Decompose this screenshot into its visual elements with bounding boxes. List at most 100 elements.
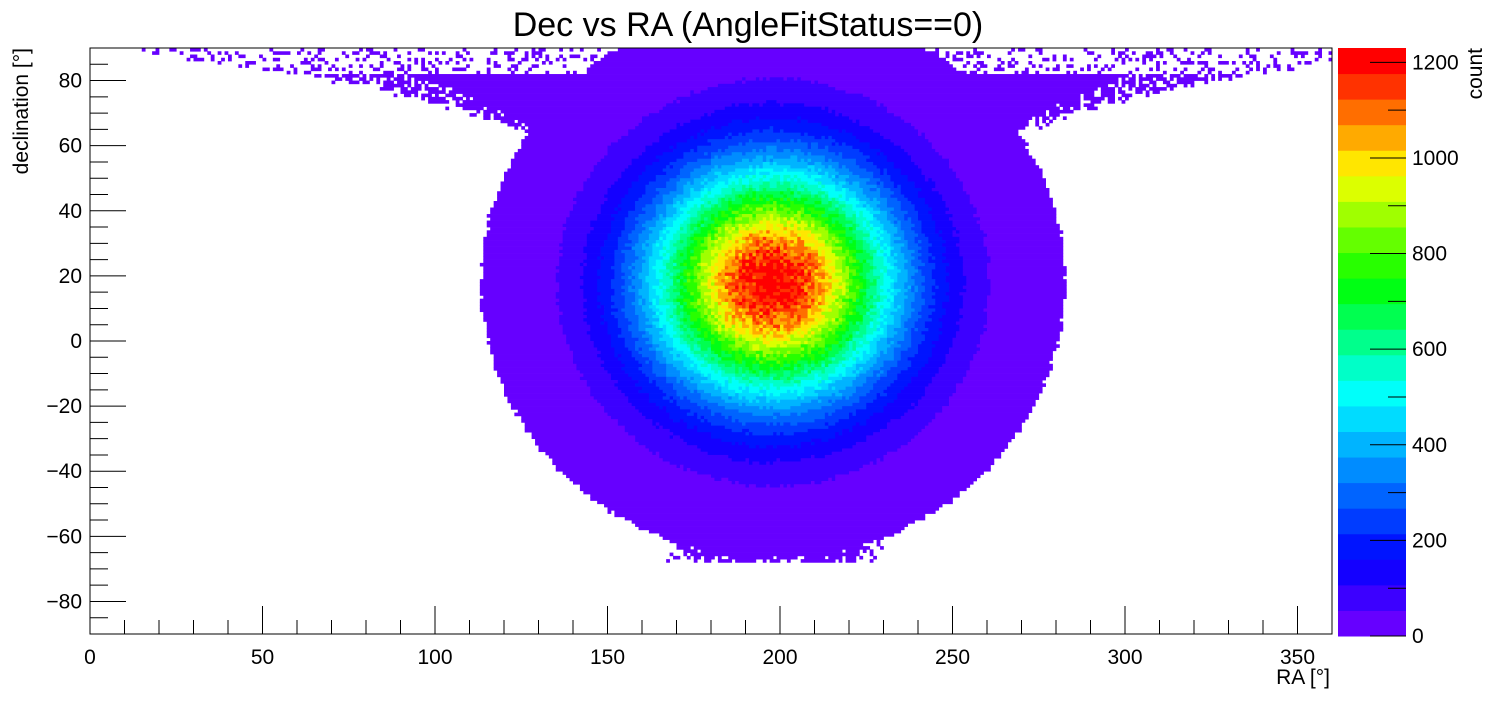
heatmap-cell bbox=[797, 217, 801, 221]
heatmap-cell bbox=[821, 136, 825, 140]
heatmap-cell bbox=[683, 188, 690, 192]
heatmap-cell bbox=[739, 208, 743, 212]
heatmap-cell bbox=[645, 168, 663, 172]
heatmap-cell bbox=[642, 364, 653, 368]
heatmap-cell bbox=[687, 302, 691, 306]
heatmap-cell bbox=[946, 354, 974, 358]
heatmap-cell bbox=[925, 393, 953, 397]
heatmap-cell bbox=[587, 237, 608, 241]
heatmap-cell bbox=[1142, 61, 1146, 65]
heatmap-cell bbox=[946, 211, 977, 215]
heatmap-cell bbox=[680, 435, 711, 439]
heatmap-cell bbox=[939, 230, 943, 234]
heatmap-cell bbox=[711, 227, 715, 231]
heatmap-cell bbox=[511, 165, 594, 169]
heatmap-cell bbox=[925, 276, 932, 280]
heatmap-cell bbox=[877, 461, 995, 465]
heatmap-cell bbox=[801, 234, 808, 238]
heatmap-cell bbox=[1046, 68, 1050, 72]
heatmap-cell bbox=[773, 234, 777, 238]
heatmap-cell bbox=[818, 168, 822, 172]
heatmap-cell bbox=[708, 377, 712, 381]
heatmap-cell bbox=[659, 243, 663, 247]
heatmap-cell bbox=[984, 240, 1064, 244]
heatmap-cell bbox=[932, 243, 943, 247]
heatmap-cell bbox=[708, 305, 715, 309]
heatmap-cell bbox=[708, 195, 715, 199]
heatmap-cell bbox=[559, 305, 584, 309]
heatmap-cell bbox=[977, 351, 1053, 355]
heatmap-cell bbox=[832, 282, 839, 286]
heatmap-cell bbox=[311, 64, 315, 68]
heatmap-cell bbox=[708, 87, 836, 91]
heatmap-cell bbox=[742, 77, 746, 81]
heatmap-cell bbox=[718, 217, 729, 221]
heatmap-cell bbox=[749, 390, 760, 394]
heatmap-cell bbox=[1197, 55, 1201, 59]
heatmap-cell bbox=[649, 234, 660, 238]
heatmap-cell bbox=[501, 380, 588, 384]
heatmap-cell bbox=[1035, 120, 1039, 124]
heatmap-cell bbox=[1025, 68, 1029, 72]
heatmap-cell bbox=[680, 208, 691, 212]
heatmap-cell bbox=[487, 234, 563, 238]
heatmap-cell bbox=[884, 282, 891, 286]
heatmap-cell bbox=[815, 341, 826, 345]
heatmap-cell bbox=[752, 159, 763, 163]
heatmap-cell bbox=[652, 243, 656, 247]
heatmap-cell bbox=[859, 351, 863, 355]
heatmap-cell bbox=[884, 321, 888, 325]
heatmap-cell bbox=[666, 263, 673, 267]
heatmap-cell bbox=[490, 208, 573, 212]
heatmap-cell bbox=[628, 318, 639, 322]
heatmap-cell bbox=[915, 224, 922, 228]
heatmap-cell bbox=[856, 387, 874, 391]
heatmap-cell bbox=[673, 221, 684, 225]
heatmap-cell bbox=[625, 312, 636, 316]
heatmap-cell bbox=[735, 175, 739, 179]
heatmap-cell bbox=[618, 354, 622, 358]
heatmap-cell bbox=[501, 377, 581, 381]
heatmap-cell bbox=[645, 276, 656, 280]
heatmap-cell bbox=[663, 458, 732, 462]
heatmap-cell bbox=[818, 351, 825, 355]
heatmap-cell bbox=[821, 250, 825, 254]
heatmap-cell bbox=[842, 247, 849, 251]
heatmap-cell bbox=[887, 256, 894, 260]
heatmap-cell bbox=[677, 348, 691, 352]
heatmap-cell bbox=[687, 413, 694, 417]
heatmap-cell bbox=[1204, 74, 1208, 78]
heatmap-cell bbox=[859, 224, 863, 228]
heatmap-cell bbox=[949, 208, 977, 212]
heatmap-cell bbox=[946, 279, 967, 283]
heatmap-cell bbox=[718, 234, 725, 238]
heatmap-cell bbox=[556, 295, 584, 299]
heatmap-cell bbox=[901, 237, 905, 241]
heatmap-cell bbox=[887, 159, 912, 163]
heatmap-cell bbox=[984, 71, 988, 75]
heatmap-cell bbox=[887, 260, 898, 264]
heatmap-cell bbox=[818, 282, 822, 286]
heatmap-cell bbox=[783, 253, 787, 257]
heatmap-cell bbox=[749, 103, 753, 107]
heatmap-cell bbox=[897, 308, 904, 312]
heatmap-cell bbox=[773, 334, 784, 338]
heatmap-cell bbox=[704, 308, 708, 312]
heatmap-cell bbox=[683, 295, 694, 299]
heatmap-cell bbox=[770, 308, 774, 312]
heatmap-cell bbox=[859, 341, 863, 345]
heatmap-cell bbox=[673, 400, 677, 404]
heatmap-cell bbox=[794, 331, 798, 335]
heatmap-cell bbox=[749, 120, 798, 124]
heatmap-cell bbox=[742, 387, 746, 391]
heatmap-cell bbox=[790, 338, 808, 342]
heatmap-cell bbox=[815, 217, 829, 221]
heatmap-cell bbox=[725, 338, 729, 342]
heatmap-cell bbox=[928, 247, 946, 251]
heatmap-cell bbox=[908, 217, 912, 221]
heatmap-cell bbox=[821, 299, 825, 303]
heatmap-cell bbox=[677, 465, 681, 469]
heatmap-cell bbox=[901, 247, 908, 251]
heatmap-cell bbox=[718, 315, 722, 319]
heatmap-cell bbox=[539, 55, 543, 59]
